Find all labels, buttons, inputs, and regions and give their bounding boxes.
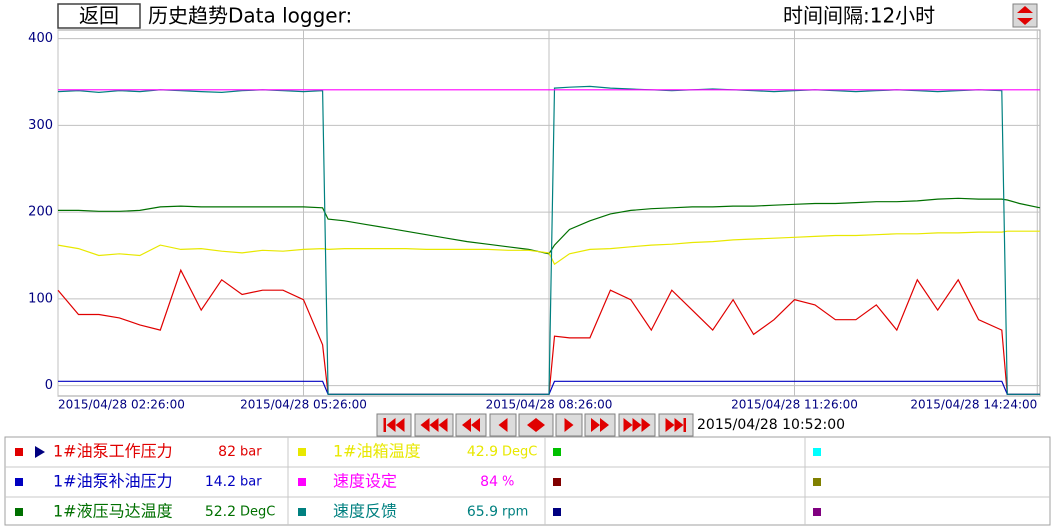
legend-swatch <box>298 478 306 486</box>
nav-button[interactable] <box>376 413 412 437</box>
legend-unit: DegC <box>240 505 275 520</box>
nav-button[interactable] <box>489 413 517 437</box>
nav-icon[interactable] <box>462 418 471 432</box>
legend-name: 速度设定 <box>333 472 397 491</box>
x-tick-label: 2015/04/28 11:26:00 <box>731 398 858 412</box>
grid: 0 100 200 300 400 2015/04/28 02:26:00 2015/04/… <box>28 30 1040 412</box>
navigation-bar <box>376 413 694 437</box>
legend-swatch <box>298 448 306 456</box>
legend-reading: 82 <box>218 444 236 460</box>
legend-reading: 65.9 <box>467 504 498 520</box>
nav-button[interactable] <box>584 413 616 437</box>
nav-button[interactable] <box>455 413 487 437</box>
nav-icon[interactable] <box>395 418 405 432</box>
x-tick-label: 2015/04/28 05:26:00 <box>240 398 367 412</box>
nav-icon[interactable] <box>641 418 651 432</box>
y-tick-label: 300 <box>28 118 53 133</box>
nav-icon[interactable] <box>383 418 387 432</box>
interval-label: 时间间隔:12小时 <box>783 4 935 28</box>
back-button-label[interactable]: 返回 <box>79 4 119 28</box>
page-title: 历史趋势Data logger: <box>148 4 352 28</box>
legend: 1#油泵工作压力 82 bar 1#油泵补油压力 14.2 bar 1#液压马达温度 52.2… <box>15 442 821 521</box>
nav-icon[interactable] <box>429 418 439 432</box>
lines <box>57 85 1041 395</box>
legend-name: 1#油泵补油压力 <box>53 472 173 491</box>
interval-toggle[interactable] <box>1012 3 1038 28</box>
nav-icon[interactable] <box>471 418 480 432</box>
legend-unit: DegC <box>502 445 537 460</box>
nav-icon[interactable] <box>683 418 687 432</box>
legend-unit: rpm <box>502 505 528 520</box>
nav-icon[interactable] <box>623 418 633 432</box>
legend-swatch <box>813 508 821 516</box>
nav-icon[interactable] <box>386 418 396 432</box>
nav-icon[interactable] <box>438 418 448 432</box>
legend-swatch <box>15 478 23 486</box>
legend-unit: % <box>502 475 514 490</box>
legend-swatch <box>553 508 561 516</box>
legend-reading: 52.2 <box>205 504 236 520</box>
nav-icon[interactable] <box>632 418 642 432</box>
y-tick-label: 400 <box>28 31 53 46</box>
nav-button[interactable] <box>518 413 554 437</box>
nav-icon[interactable] <box>498 418 508 432</box>
legend-name: 1#油箱温度 <box>333 442 421 461</box>
legend-name: 1#液压马达温度 <box>53 502 173 521</box>
y-tick-label: 200 <box>28 205 53 220</box>
legend-name: 速度反馈 <box>333 502 397 521</box>
nav-icon[interactable] <box>600 418 609 432</box>
selected-marker <box>35 446 45 458</box>
series-line <box>58 380 1040 395</box>
nav-icon[interactable] <box>591 418 600 432</box>
legend-reading: 42.9 <box>467 444 498 460</box>
nav-button[interactable] <box>618 413 656 437</box>
legend-swatch <box>553 478 561 486</box>
nav-button[interactable] <box>555 413 583 437</box>
series-line <box>57 268 1040 395</box>
legend-swatch <box>298 508 306 516</box>
legend-swatch <box>15 508 23 516</box>
nav-icon[interactable] <box>527 418 536 432</box>
legend-reading: 14.2 <box>205 474 236 490</box>
nav-icon[interactable] <box>665 418 675 432</box>
legend-swatch <box>813 448 821 456</box>
back-button[interactable] <box>57 3 141 29</box>
x-tick-label: 2015/04/28 02:26:00 <box>58 398 185 412</box>
nav-button[interactable] <box>414 413 454 437</box>
legend-table <box>4 436 1051 526</box>
y-tick-label: 0 <box>45 378 53 393</box>
nav-icon[interactable] <box>674 418 684 432</box>
legend-swatch <box>553 448 561 456</box>
nav-icon[interactable] <box>536 418 545 432</box>
nav-icon[interactable] <box>420 418 430 432</box>
nav-icon[interactable] <box>564 418 574 432</box>
legend-unit: bar <box>240 445 262 460</box>
legend-reading: 84 <box>480 474 498 490</box>
y-tick-label: 100 <box>28 291 53 306</box>
nav-button[interactable] <box>658 413 694 437</box>
x-tick-label: 2015/04/28 14:24:00 <box>910 398 1037 412</box>
cursor-time: 2015/04/28 10:52:00 <box>697 417 845 433</box>
legend-name: 1#油泵工作压力 <box>53 442 173 461</box>
legend-swatch <box>813 478 821 486</box>
legend-unit: bar <box>240 475 262 490</box>
legend-swatch <box>15 448 23 456</box>
x-tick-label: 2015/04/28 08:26:00 <box>486 398 613 412</box>
